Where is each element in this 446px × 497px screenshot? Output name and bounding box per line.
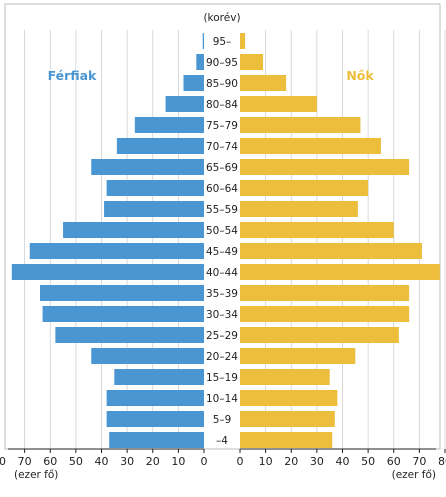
bar-men-13 bbox=[42, 306, 204, 322]
x-tick-label-left-5: 30 bbox=[120, 455, 134, 468]
x-tick-label-left-4: 40 bbox=[95, 455, 109, 468]
age-label-18: 5–9 bbox=[213, 414, 232, 426]
x-tick-label-left-7: 10 bbox=[171, 455, 185, 468]
age-labels: 95– 90–95 85–90 80–84 75–79 70–74 65–69 60–64 55… bbox=[206, 36, 238, 447]
age-label-6: 65–69 bbox=[206, 162, 238, 174]
age-label-16: 15–19 bbox=[206, 372, 238, 384]
x-tick-label-left-8: 0 bbox=[201, 455, 208, 468]
bar-women-17 bbox=[240, 390, 338, 406]
age-label-9: 50–54 bbox=[206, 225, 238, 237]
x-tick-label-right-2: 20 bbox=[284, 455, 298, 468]
x-tick-label-left-2: 60 bbox=[43, 455, 57, 468]
bar-men-2 bbox=[183, 75, 204, 91]
bar-men-3 bbox=[165, 96, 204, 112]
x-tick-label-left-0: 80 bbox=[0, 455, 6, 468]
age-label-5: 70–74 bbox=[206, 141, 238, 153]
age-label-14: 25–29 bbox=[206, 330, 238, 342]
bars-men bbox=[11, 33, 204, 448]
age-label-1: 90–95 bbox=[206, 57, 238, 69]
age-label-11: 40–44 bbox=[206, 267, 238, 279]
bar-women-0 bbox=[240, 33, 246, 49]
bar-women-14 bbox=[240, 327, 399, 343]
x-tick-label-left-1: 70 bbox=[18, 455, 32, 468]
plot-frame bbox=[4, 3, 441, 450]
bar-men-15 bbox=[91, 348, 204, 364]
bar-women-5 bbox=[240, 138, 381, 154]
x-tick-label-right-4: 40 bbox=[336, 455, 350, 468]
x-unit-right: (ezer fő) bbox=[392, 469, 436, 481]
bar-women-3 bbox=[240, 96, 317, 112]
age-label-19: –4 bbox=[216, 435, 228, 447]
bar-men-0 bbox=[202, 33, 204, 49]
x-axis-right: 0 10 20 30 40 50 60 70 80 bbox=[237, 448, 446, 468]
x-tick-label-left-6: 20 bbox=[146, 455, 160, 468]
bar-women-2 bbox=[240, 75, 287, 91]
age-label-12: 35–39 bbox=[206, 288, 238, 300]
x-axis-left: 80 70 60 50 40 30 20 10 0 bbox=[0, 448, 208, 468]
x-unit-left: (ezer fő) bbox=[14, 469, 58, 481]
age-label-15: 20–24 bbox=[206, 351, 238, 363]
bar-women-13 bbox=[240, 306, 410, 322]
x-tick-label-right-3: 30 bbox=[310, 455, 324, 468]
age-label-13: 30–34 bbox=[206, 309, 238, 321]
x-tick-label-right-7: 70 bbox=[412, 455, 426, 468]
bar-men-19 bbox=[109, 432, 204, 448]
x-tick-label-right-8: 80 bbox=[438, 455, 446, 468]
bar-women-15 bbox=[240, 348, 356, 364]
bar-women-19 bbox=[240, 432, 333, 448]
bar-men-8 bbox=[104, 201, 204, 217]
bar-women-4 bbox=[240, 117, 361, 133]
series-label-women: Nők bbox=[346, 68, 374, 83]
bar-men-11 bbox=[11, 264, 204, 280]
bar-women-11 bbox=[240, 264, 440, 280]
bar-men-10 bbox=[29, 243, 204, 259]
age-label-3: 80–84 bbox=[206, 99, 238, 111]
x-tick-label-left-3: 50 bbox=[69, 455, 83, 468]
bar-men-4 bbox=[134, 117, 204, 133]
bar-men-1 bbox=[196, 54, 204, 70]
bar-women-18 bbox=[240, 411, 335, 427]
bar-men-17 bbox=[106, 390, 204, 406]
x-tick-label-right-0: 0 bbox=[237, 455, 244, 468]
bar-men-9 bbox=[63, 222, 204, 238]
x-tick-label-right-5: 50 bbox=[361, 455, 375, 468]
x-tick-label-right-1: 10 bbox=[259, 455, 273, 468]
bar-women-7 bbox=[240, 180, 369, 196]
bar-women-1 bbox=[240, 54, 264, 70]
bar-women-9 bbox=[240, 222, 394, 238]
age-label-4: 75–79 bbox=[206, 120, 238, 132]
age-axis-title: (korév) bbox=[203, 12, 240, 24]
bar-women-12 bbox=[240, 285, 410, 301]
x-tick-label-right-6: 60 bbox=[387, 455, 401, 468]
bar-men-7 bbox=[106, 180, 204, 196]
bar-women-16 bbox=[240, 369, 330, 385]
bar-men-5 bbox=[116, 138, 204, 154]
bar-men-16 bbox=[114, 369, 204, 385]
bar-men-6 bbox=[91, 159, 204, 175]
series-label-men: Férfiak bbox=[48, 68, 97, 83]
age-label-7: 60–64 bbox=[206, 183, 238, 195]
bar-men-14 bbox=[55, 327, 204, 343]
bars-women bbox=[240, 33, 440, 448]
age-label-2: 85–90 bbox=[206, 78, 238, 90]
bar-women-8 bbox=[240, 201, 358, 217]
bar-women-6 bbox=[240, 159, 410, 175]
age-label-8: 55–59 bbox=[206, 204, 238, 216]
bar-men-18 bbox=[106, 411, 204, 427]
age-label-17: 10–14 bbox=[206, 393, 238, 405]
bar-men-12 bbox=[40, 285, 204, 301]
age-label-10: 45–49 bbox=[206, 246, 238, 258]
bar-women-10 bbox=[240, 243, 422, 259]
age-label-0: 95– bbox=[213, 36, 232, 48]
